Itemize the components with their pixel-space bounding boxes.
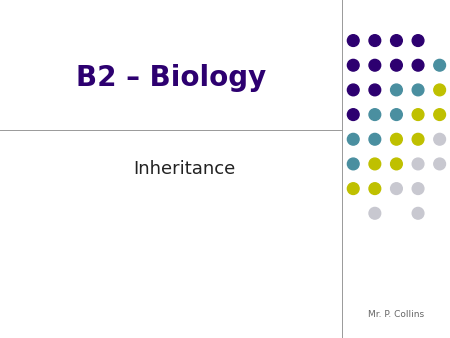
Ellipse shape <box>347 59 359 71</box>
Ellipse shape <box>347 109 359 120</box>
Ellipse shape <box>369 84 381 96</box>
Ellipse shape <box>434 134 446 145</box>
Ellipse shape <box>347 35 359 46</box>
Ellipse shape <box>369 35 381 46</box>
Ellipse shape <box>412 134 424 145</box>
Ellipse shape <box>434 109 446 120</box>
Ellipse shape <box>369 59 381 71</box>
Ellipse shape <box>412 183 424 194</box>
Ellipse shape <box>434 84 446 96</box>
Text: B2 – Biology: B2 – Biology <box>76 64 266 92</box>
Ellipse shape <box>434 158 446 170</box>
Ellipse shape <box>412 59 424 71</box>
Ellipse shape <box>347 134 359 145</box>
Ellipse shape <box>369 109 381 120</box>
Text: Inheritance: Inheritance <box>133 160 236 178</box>
Ellipse shape <box>412 158 424 170</box>
Ellipse shape <box>412 84 424 96</box>
Ellipse shape <box>391 134 402 145</box>
Ellipse shape <box>391 35 402 46</box>
Ellipse shape <box>412 208 424 219</box>
Text: Mr. P. Collins: Mr. P. Collins <box>368 310 424 319</box>
Ellipse shape <box>347 158 359 170</box>
Ellipse shape <box>391 158 402 170</box>
Ellipse shape <box>391 183 402 194</box>
Ellipse shape <box>369 134 381 145</box>
Ellipse shape <box>391 59 402 71</box>
Ellipse shape <box>369 183 381 194</box>
Ellipse shape <box>369 208 381 219</box>
Ellipse shape <box>412 35 424 46</box>
Ellipse shape <box>412 109 424 120</box>
Ellipse shape <box>347 183 359 194</box>
Ellipse shape <box>434 59 446 71</box>
Ellipse shape <box>391 109 402 120</box>
Ellipse shape <box>391 84 402 96</box>
Ellipse shape <box>347 84 359 96</box>
Ellipse shape <box>369 158 381 170</box>
